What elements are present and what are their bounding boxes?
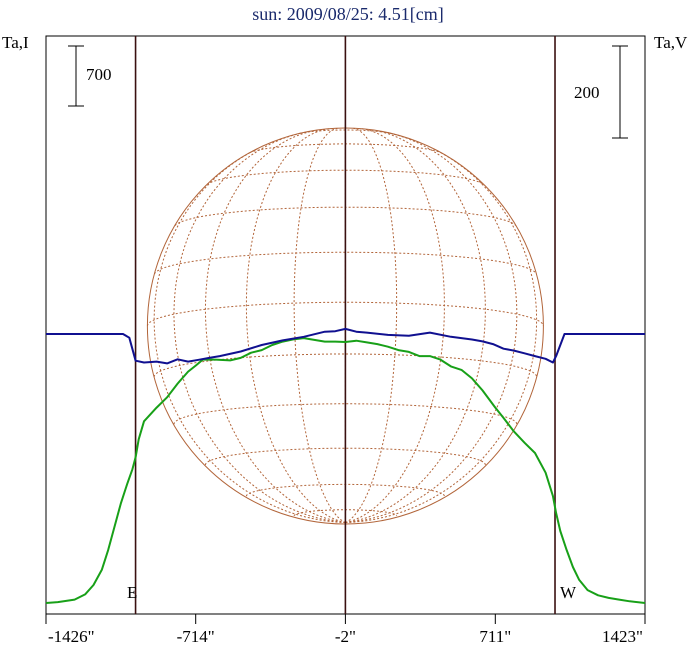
left-scale-label: 700 (86, 65, 112, 84)
series-layer (45, 327, 646, 604)
left-scale-bar: 700 (68, 45, 112, 107)
latitude-line (153, 251, 537, 275)
series-line-intensity (45, 337, 646, 604)
limb-label-east: E (127, 583, 137, 602)
chart-title: sun: 2009/08/25: 4.51[cm] (252, 4, 444, 24)
x-tick-label: 1423" (602, 627, 643, 646)
longitude-line (345, 147, 538, 524)
longitude-line (245, 128, 346, 524)
x-tick-label: -1426" (48, 627, 95, 646)
latitude-line (206, 169, 484, 185)
longitude-line (345, 127, 398, 524)
longitude-line (345, 129, 486, 524)
longitude-line (204, 129, 346, 524)
left-axis-label: Ta,I (2, 33, 29, 52)
longitude-line (345, 132, 518, 524)
limb-label-west: W (560, 583, 577, 602)
limb-lines (134, 36, 556, 614)
x-tick-label: -714" (177, 627, 215, 646)
x-tick-label: -2" (335, 627, 356, 646)
longitude-line (293, 127, 346, 524)
longitude-line (345, 128, 445, 524)
right-scale-bar: 200 (574, 45, 628, 139)
right-axis-label: Ta,V (654, 33, 688, 52)
x-ticks: -1426" -714" -2" 711" 1423" (45, 614, 646, 646)
series-line-polarization (46, 327, 645, 365)
x-tick-label: 711" (479, 627, 511, 646)
right-scale-label: 200 (574, 83, 600, 102)
longitude-line (173, 132, 346, 524)
longitude-line (153, 147, 346, 524)
